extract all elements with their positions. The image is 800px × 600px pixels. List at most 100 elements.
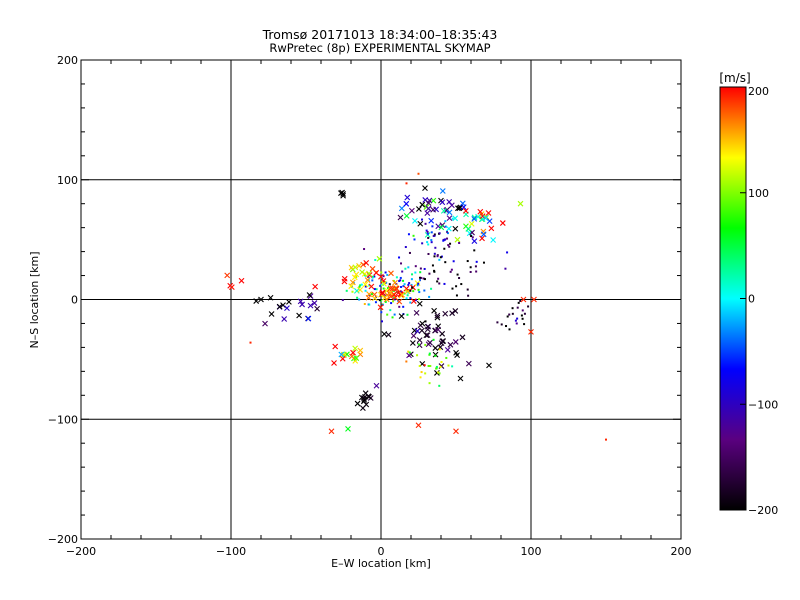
data-point-cross <box>477 208 484 215</box>
colorbar-tick-label: 0 <box>748 293 755 306</box>
data-point-dot <box>434 246 437 249</box>
data-point-dot <box>426 241 429 244</box>
data-point-dot <box>384 271 387 274</box>
data-point-cross <box>423 332 430 339</box>
data-point-dot <box>443 282 446 285</box>
data-point-cross-stroke <box>424 210 431 217</box>
data-point-cross <box>452 225 459 232</box>
data-point-cross-stroke <box>416 206 422 212</box>
data-point-cross <box>419 201 426 208</box>
data-point-dot <box>523 323 526 326</box>
chart-subtitle: RwPretec (8p) EXPERIMENTAL SKYMAP <box>269 41 490 55</box>
data-point-cross <box>424 332 431 339</box>
data-point-dot <box>455 294 458 297</box>
colorbar-tick-label: 200 <box>748 85 769 98</box>
data-point-cross <box>379 289 386 296</box>
data-point-cross <box>348 283 355 290</box>
data-point-cross-stroke <box>417 220 424 227</box>
data-point-cross-stroke <box>280 302 286 309</box>
data-point-cross-stroke <box>446 215 453 222</box>
data-point-dot <box>523 312 526 315</box>
data-point-cross-stroke <box>439 338 446 345</box>
data-point-dot <box>374 258 377 261</box>
data-point-dot <box>367 276 370 279</box>
data-point-cross-stroke <box>416 337 423 344</box>
data-point-cross-stroke <box>384 287 391 294</box>
data-point-dot <box>426 230 429 233</box>
data-point-dot <box>506 315 509 318</box>
data-point-cross-stroke <box>345 425 351 432</box>
colorbar-tick-label: 100 <box>748 187 769 200</box>
data-point-dot <box>419 271 422 274</box>
data-point-dot <box>408 282 411 285</box>
data-point-dot <box>458 277 461 280</box>
data-point-cross-stroke <box>444 346 451 353</box>
data-point-cross-stroke <box>305 315 312 322</box>
data-point-cross <box>410 298 417 305</box>
data-point-dot <box>516 317 519 320</box>
data-point-dot <box>382 287 385 290</box>
data-point-dot <box>517 301 520 304</box>
data-point-cross-stroke <box>424 323 431 330</box>
data-point-cross <box>341 275 348 282</box>
data-point-cross-stroke <box>499 220 506 226</box>
data-point-dot <box>423 289 426 292</box>
data-point-cross-stroke <box>445 225 452 232</box>
data-point-cross <box>353 355 360 362</box>
data-point-dot <box>418 291 421 294</box>
data-point-dot <box>364 289 367 292</box>
data-point-dot <box>380 283 383 286</box>
data-point-cross <box>499 220 506 226</box>
data-point-cross <box>360 405 366 412</box>
data-point-dot <box>433 255 436 258</box>
data-point-cross-stroke <box>228 284 235 290</box>
data-point-cross <box>307 302 314 309</box>
data-point-cross <box>395 290 402 296</box>
data-point-cross-stroke <box>453 428 459 435</box>
data-point-cross-stroke <box>332 343 339 350</box>
data-point-cross-stroke <box>366 272 373 278</box>
data-point-cross-stroke <box>425 205 432 212</box>
data-point-cross <box>238 277 245 284</box>
data-point-dot <box>438 384 441 387</box>
data-point-cross <box>427 339 433 346</box>
data-point-cross-stroke <box>425 200 432 206</box>
data-point-dot <box>508 313 511 316</box>
data-point-cross-stroke <box>373 382 380 389</box>
data-point-dot <box>439 365 442 368</box>
data-point-cross <box>296 312 303 319</box>
data-point-dot <box>516 306 519 309</box>
data-point-cross <box>432 351 439 358</box>
data-point-dot <box>417 172 420 175</box>
data-point-cross-stroke <box>517 200 524 207</box>
y-tick-label: −100 <box>48 413 78 426</box>
data-point-dot <box>438 282 441 285</box>
data-point-cross <box>385 331 392 338</box>
data-point-cross-stroke <box>253 298 260 304</box>
data-point-cross-stroke <box>366 270 372 277</box>
data-point-dot <box>425 229 428 232</box>
data-point-cross <box>440 208 447 214</box>
data-point-cross-stroke <box>465 226 472 232</box>
data-point-cross-stroke <box>478 211 485 217</box>
data-point-cross <box>457 375 464 382</box>
data-point-dot <box>407 291 410 294</box>
data-point-dot <box>360 283 363 286</box>
data-point-cross <box>403 212 410 219</box>
data-point-cross <box>311 300 318 306</box>
data-point-cross <box>528 328 534 335</box>
data-point-cross <box>434 314 441 321</box>
data-point-dot <box>405 289 408 292</box>
data-point-cross-stroke <box>281 316 288 322</box>
data-point-dot <box>384 300 387 303</box>
data-point-cross-stroke <box>331 360 337 366</box>
data-point-dot <box>386 287 389 290</box>
data-point-cross <box>517 200 524 207</box>
data-point-cross-stroke <box>356 263 362 269</box>
data-point-cross-stroke <box>438 224 445 231</box>
data-point-dot <box>436 280 439 283</box>
data-point-cross-stroke <box>376 255 383 262</box>
data-point-cross-stroke <box>267 294 274 301</box>
data-point-cross-stroke <box>422 185 428 192</box>
data-point-dot <box>435 367 438 370</box>
